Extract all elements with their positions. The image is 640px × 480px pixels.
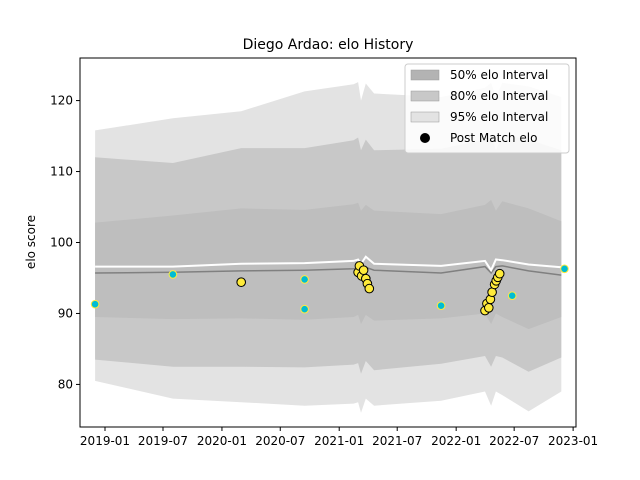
x-tick-label-0: 2019-01 <box>80 434 130 448</box>
y-axis: 80 90 100 110 120 <box>50 94 80 391</box>
x-tick-label-6: 2022-01 <box>431 434 481 448</box>
elo-point-12 <box>436 301 446 311</box>
x-tick-label-2: 2020-01 <box>197 434 247 448</box>
elo-point-22 <box>507 291 517 301</box>
elo-point-15 <box>484 303 494 313</box>
legend: 50% elo Interval 80% elo Interval 95% elo … <box>404 63 570 154</box>
y-tick-label-4: 120 <box>50 94 73 108</box>
mean-elo-line <box>95 255 562 273</box>
plot-area <box>90 82 569 413</box>
elo-point-0 <box>90 299 100 309</box>
x-tick-label-1: 2019-07 <box>138 434 188 448</box>
x-tick-label-7: 2022-07 <box>489 434 539 448</box>
y-tick-label-2: 100 <box>50 236 73 250</box>
elo-point-17 <box>487 287 497 298</box>
chart-title: Diego Ardao: elo History <box>243 37 414 53</box>
elo-point-4 <box>300 304 309 314</box>
elo-point-2 <box>236 277 246 288</box>
x-tick-label-3: 2020-07 <box>255 434 305 448</box>
legend-label-2: 95% elo Interval <box>450 110 548 124</box>
y-tick-label-0: 80 <box>58 377 73 391</box>
x-axis: 2019-01 2019-07 2020-01 2020-07 2021-01 2021-… <box>80 427 598 448</box>
elo-point-3 <box>300 275 309 284</box>
legend-swatch-1 <box>410 90 440 102</box>
elo-point-1 <box>168 270 178 279</box>
elo-point-23 <box>560 264 569 274</box>
x-tick-label-5: 2021-07 <box>372 434 422 448</box>
y-tick-label-1: 90 <box>58 306 73 320</box>
legend-label-0: 50% elo Interval <box>450 68 548 82</box>
legend-box <box>404 63 570 154</box>
legend-swatch-2 <box>410 111 440 123</box>
legend-marker-3 <box>420 133 430 143</box>
elo-point-11 <box>364 283 375 294</box>
band-50-interval <box>95 199 562 330</box>
legend-swatch-0 <box>410 69 440 81</box>
elo-point-21 <box>494 268 505 279</box>
x-tick-label-8: 2023-01 <box>548 434 598 448</box>
elo-point-8 <box>358 265 369 276</box>
legend-label-3: Post Match elo <box>450 131 537 145</box>
median-elo-line <box>95 265 562 276</box>
x-tick-label-4: 2021-01 <box>314 434 364 448</box>
y-axis-label: elo score <box>24 215 38 269</box>
y-tick-label-3: 110 <box>50 165 73 179</box>
legend-label-1: 80% elo Interval <box>450 89 548 103</box>
